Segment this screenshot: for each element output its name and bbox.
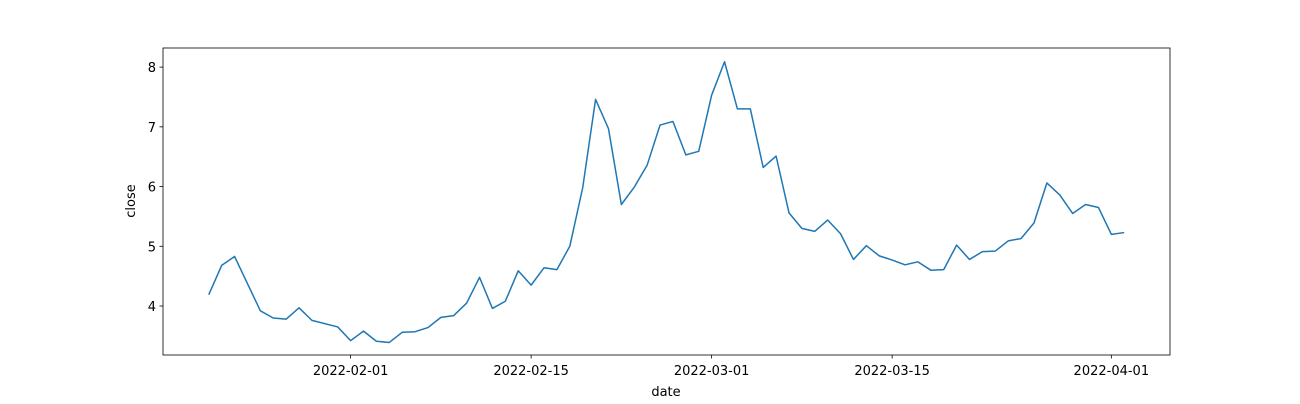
x-tick-label: 2022-03-01	[674, 364, 750, 379]
y-axis-label: close	[124, 184, 139, 217]
x-tick-label: 2022-02-15	[493, 364, 569, 379]
y-tick-label: 8	[148, 61, 156, 76]
x-tick-label: 2022-04-01	[1074, 364, 1150, 379]
y-tick-label: 5	[148, 240, 156, 255]
line-series	[208, 60, 1125, 344]
y-tick-label: 4	[148, 300, 156, 315]
x-tick-label: 2022-03-15	[854, 364, 930, 379]
plot-frame	[162, 47, 1171, 356]
x-axis-label: date	[651, 385, 680, 400]
x-tick-label: 2022-02-01	[313, 364, 389, 379]
y-tick-label: 7	[148, 121, 156, 136]
y-tick-label: 6	[148, 181, 156, 196]
